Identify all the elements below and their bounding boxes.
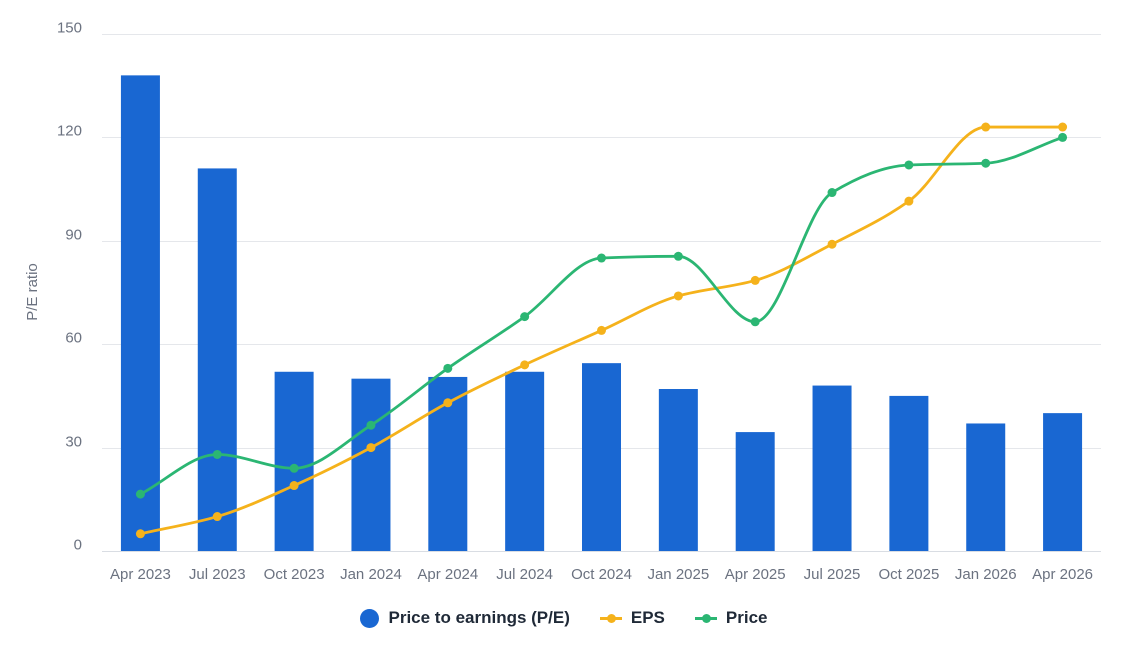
x-tick-label: Jul 2024 [496, 566, 553, 583]
price-point [289, 463, 299, 473]
grid-layer [102, 34, 1101, 552]
eps-point [981, 122, 991, 132]
price-point [827, 188, 837, 198]
eps-point [827, 239, 837, 249]
legend-item-pe[interactable]: Price to earnings (P/E) [360, 608, 570, 628]
x-tick-label: Jan 2024 [340, 566, 402, 583]
price-point [1058, 132, 1068, 142]
bar [1043, 413, 1083, 551]
bar [658, 389, 698, 551]
y-tick-label: 90 [65, 227, 82, 244]
eps-point [135, 529, 145, 539]
x-tick-label: Oct 2025 [878, 566, 939, 583]
bar [351, 378, 391, 551]
legend: Price to earnings (P/E) EPS Price [0, 608, 1128, 628]
x-tick-label: Apr 2026 [1032, 566, 1093, 583]
price-point [904, 160, 914, 170]
eps-point [597, 325, 606, 335]
bar [735, 432, 775, 551]
price-point [366, 420, 376, 430]
label-layer: 0 30 60 90 120 150 Apr 2023 Jul 2023 Oct 2023 Jan… [57, 20, 1093, 584]
price-point [673, 251, 683, 261]
bar [889, 395, 929, 551]
legend-label-pe: Price to earnings (P/E) [388, 608, 570, 627]
bar [120, 75, 160, 552]
bar [274, 371, 314, 551]
price-point [981, 158, 991, 168]
bar [812, 385, 852, 551]
legend-label-eps: EPS [630, 608, 665, 627]
legend-swatch-pe [360, 608, 380, 628]
legend-swatch-price [694, 613, 717, 623]
price-point [520, 312, 530, 322]
price-line [139, 136, 1064, 496]
x-tick-label: Apr 2024 [417, 566, 478, 583]
bar [966, 423, 1006, 551]
price-point [212, 449, 222, 459]
bar [505, 371, 545, 551]
eps-point [750, 275, 760, 285]
x-tick-label: Jan 2025 [647, 566, 709, 583]
legend-label-price: Price [725, 608, 768, 627]
price-point [750, 317, 760, 327]
y-tick-label: 150 [57, 20, 82, 37]
eps-point [1058, 122, 1068, 132]
pe-chart: 0 30 60 90 120 150 Apr 2023 Jul 2023 Oct 2023 Jan… [24, 20, 1101, 584]
price-point [135, 489, 145, 499]
legend-swatch-eps [599, 613, 622, 623]
x-tick-label: Oct 2023 [264, 566, 325, 583]
bar [197, 168, 237, 552]
eps-point [443, 398, 453, 408]
y-tick-label: 120 [57, 123, 82, 140]
legend-item-price[interactable]: Price [694, 608, 768, 628]
price-point [597, 253, 606, 263]
price-point [443, 363, 453, 373]
y-tick-label: 30 [65, 434, 82, 451]
x-tick-label: Apr 2025 [725, 566, 786, 583]
x-tick-label: Jan 2026 [955, 566, 1017, 583]
x-tick-label: Apr 2023 [110, 566, 171, 583]
y-tick-label: 0 [74, 537, 82, 554]
eps-point [673, 291, 683, 301]
bar-layer [120, 75, 1083, 552]
eps-point [904, 196, 914, 206]
x-tick-label: Oct 2024 [571, 566, 632, 583]
x-tick-label: Jul 2025 [804, 566, 861, 583]
eps-point [212, 512, 222, 522]
y-tick-label: 60 [65, 330, 82, 347]
eps-point [289, 481, 299, 491]
legend-item-eps[interactable]: EPS [599, 608, 665, 628]
eps-point [520, 360, 530, 370]
bar [582, 363, 621, 551]
line-layer [135, 122, 1068, 539]
x-tick-label: Jul 2023 [189, 566, 246, 583]
y-axis-title: P/E ratio [24, 263, 41, 321]
eps-point [366, 443, 376, 453]
